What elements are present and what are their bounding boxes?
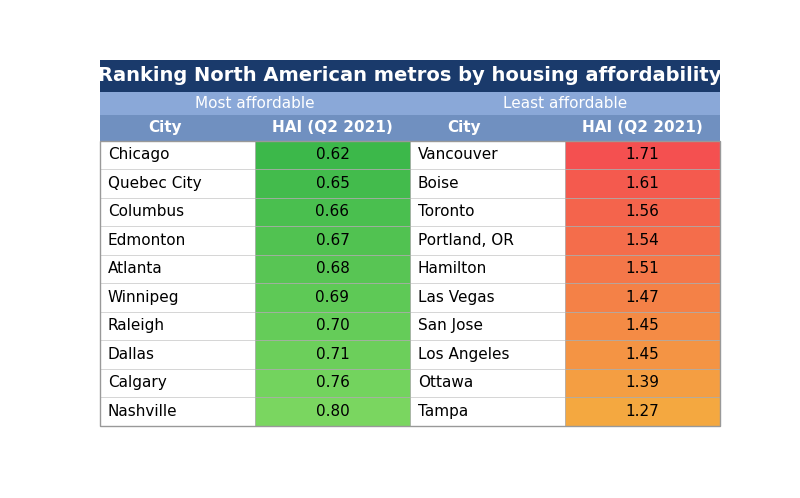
Text: 1.45: 1.45 <box>626 318 659 333</box>
Bar <box>100 92 410 115</box>
Text: 0.70: 0.70 <box>316 318 350 333</box>
Bar <box>100 254 255 283</box>
Bar <box>255 283 410 312</box>
Bar <box>255 397 410 425</box>
Text: 1.56: 1.56 <box>626 204 659 219</box>
Text: Winnipeg: Winnipeg <box>108 290 179 305</box>
Text: 0.76: 0.76 <box>315 375 350 390</box>
Bar <box>100 169 255 198</box>
Text: 1.61: 1.61 <box>626 176 659 191</box>
Bar <box>255 115 410 140</box>
Bar <box>565 198 720 226</box>
Text: 1.71: 1.71 <box>626 147 659 162</box>
Text: Columbus: Columbus <box>108 204 184 219</box>
Text: 1.54: 1.54 <box>626 233 659 248</box>
Bar <box>410 169 565 198</box>
Bar <box>565 369 720 397</box>
Bar <box>410 254 565 283</box>
Bar <box>100 312 255 340</box>
Bar <box>100 60 720 92</box>
Bar <box>255 340 410 369</box>
Text: City: City <box>447 121 481 135</box>
Bar <box>565 115 720 140</box>
Text: Quebec City: Quebec City <box>108 176 202 191</box>
Bar <box>100 397 255 425</box>
Bar <box>100 140 255 169</box>
Text: Vancouver: Vancouver <box>418 147 498 162</box>
Text: Ranking North American metros by housing affordability: Ranking North American metros by housing… <box>98 66 722 86</box>
Text: 0.71: 0.71 <box>316 347 350 362</box>
Text: Las Vegas: Las Vegas <box>418 290 494 305</box>
Bar <box>410 283 565 312</box>
Bar <box>410 92 720 115</box>
Bar <box>255 312 410 340</box>
Bar <box>100 198 255 226</box>
Bar <box>255 169 410 198</box>
Bar <box>565 283 720 312</box>
Bar <box>565 340 720 369</box>
Text: 0.80: 0.80 <box>316 404 350 419</box>
Bar <box>565 140 720 169</box>
Text: Hamilton: Hamilton <box>418 261 487 276</box>
Bar <box>255 226 410 254</box>
Bar <box>565 397 720 425</box>
Text: Nashville: Nashville <box>108 404 178 419</box>
Bar <box>410 397 565 425</box>
Text: HAI (Q2 2021): HAI (Q2 2021) <box>272 121 393 135</box>
Text: Tampa: Tampa <box>418 404 468 419</box>
Bar <box>100 369 255 397</box>
Text: 0.68: 0.68 <box>315 261 350 276</box>
Text: Raleigh: Raleigh <box>108 318 165 333</box>
Bar <box>255 140 410 169</box>
Bar <box>410 369 565 397</box>
Text: 1.39: 1.39 <box>626 375 659 390</box>
Bar <box>100 226 255 254</box>
Bar <box>565 169 720 198</box>
Bar <box>410 140 565 169</box>
Text: Portland, OR: Portland, OR <box>418 233 514 248</box>
Text: HAI (Q2 2021): HAI (Q2 2021) <box>582 121 703 135</box>
Text: Edmonton: Edmonton <box>108 233 186 248</box>
Text: Dallas: Dallas <box>108 347 154 362</box>
Bar <box>410 340 565 369</box>
Text: Least affordable: Least affordable <box>503 96 627 111</box>
Bar <box>410 115 565 140</box>
Bar <box>255 198 410 226</box>
Text: Atlanta: Atlanta <box>108 261 162 276</box>
Text: Calgary: Calgary <box>108 375 166 390</box>
Text: 0.65: 0.65 <box>315 176 350 191</box>
Text: Boise: Boise <box>418 176 459 191</box>
Text: Most affordable: Most affordable <box>195 96 315 111</box>
Bar <box>100 140 720 425</box>
Bar <box>100 283 255 312</box>
Text: San Jose: San Jose <box>418 318 482 333</box>
Text: City: City <box>148 121 182 135</box>
Text: Ottawa: Ottawa <box>418 375 473 390</box>
Bar <box>255 254 410 283</box>
Bar <box>255 369 410 397</box>
Bar <box>565 312 720 340</box>
Bar <box>100 340 255 369</box>
Text: Toronto: Toronto <box>418 204 474 219</box>
Text: 0.69: 0.69 <box>315 290 350 305</box>
Text: 0.67: 0.67 <box>315 233 350 248</box>
Text: Los Angeles: Los Angeles <box>418 347 510 362</box>
Bar <box>410 312 565 340</box>
Text: Chicago: Chicago <box>108 147 170 162</box>
Bar <box>100 115 255 140</box>
Text: 0.62: 0.62 <box>315 147 350 162</box>
Bar <box>410 198 565 226</box>
Text: 1.27: 1.27 <box>626 404 659 419</box>
Bar <box>565 254 720 283</box>
Bar <box>410 226 565 254</box>
Text: 0.66: 0.66 <box>315 204 350 219</box>
Text: 1.51: 1.51 <box>626 261 659 276</box>
Bar <box>565 226 720 254</box>
Text: 1.45: 1.45 <box>626 347 659 362</box>
Text: 1.47: 1.47 <box>626 290 659 305</box>
